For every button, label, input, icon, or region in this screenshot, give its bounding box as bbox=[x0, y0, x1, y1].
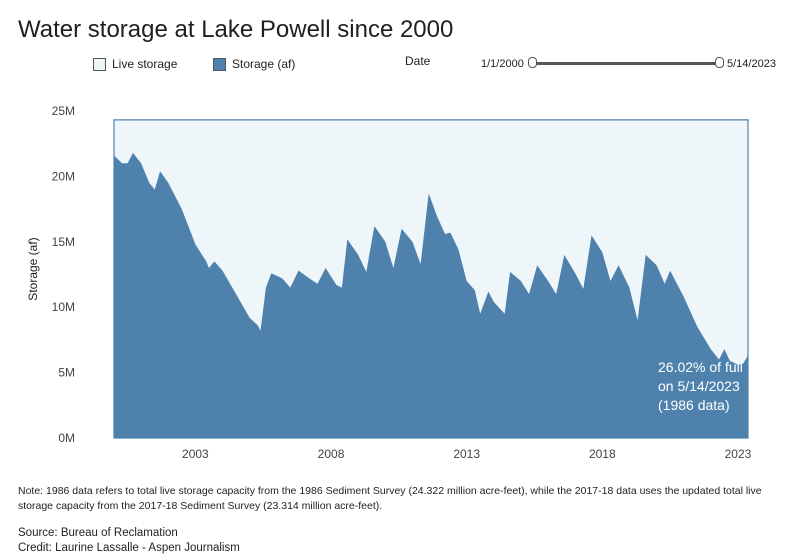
x-tick-label: 2003 bbox=[182, 447, 209, 461]
x-tick-label: 2018 bbox=[589, 447, 616, 461]
storage-area bbox=[114, 152, 748, 438]
storage-swatch bbox=[213, 57, 226, 71]
footnote: Note: 1986 data refers to total live sto… bbox=[18, 485, 762, 512]
date-slider-min-label: 1/1/2000 bbox=[481, 58, 524, 70]
y-tick-label: 25M bbox=[52, 104, 75, 118]
x-tick-label: 2013 bbox=[453, 447, 480, 461]
page-title: Water storage at Lake Powell since 2000 bbox=[18, 16, 454, 43]
credit-text: Credit: Laurine Lassalle - Aspen Journal… bbox=[18, 542, 240, 554]
x-tick-label: 2008 bbox=[318, 447, 345, 461]
source-text: Source: Bureau of Reclamation bbox=[18, 527, 178, 539]
chart-annotation-line: (1986 data) bbox=[658, 397, 730, 413]
chart-annotation-line: 26.02% of full bbox=[658, 359, 743, 375]
date-filter-label: Date bbox=[405, 54, 431, 68]
storage-chart: 0M 5M 10M 15M 20M 25M 2003 2008 2013 2018 2023 26.0… bbox=[52, 104, 752, 461]
x-tick-label: 2023 bbox=[725, 447, 752, 461]
y-tick-label: 20M bbox=[52, 169, 75, 183]
chart-annotation-line: on 5/14/2023 bbox=[658, 378, 740, 394]
date-slider-start-handle[interactable] bbox=[528, 57, 537, 68]
y-tick-label: 10M bbox=[52, 300, 75, 314]
y-tick-label: 5M bbox=[58, 366, 75, 380]
y-tick-label: 15M bbox=[52, 235, 75, 249]
legend-label-live-storage: Live storage bbox=[112, 57, 178, 71]
date-slider-max-label: 5/14/2023 bbox=[727, 58, 776, 70]
legend-item-storage[interactable]: Storage (af) bbox=[213, 57, 295, 71]
y-tick-label: 0M bbox=[58, 431, 75, 445]
live-storage-swatch bbox=[93, 57, 106, 71]
legend-item-live-storage[interactable]: Live storage bbox=[93, 57, 177, 71]
source-credit: Source: Bureau of Reclamation Credit: La… bbox=[18, 526, 240, 556]
date-slider-track[interactable] bbox=[531, 62, 721, 65]
legend-label-storage: Storage (af) bbox=[232, 57, 296, 71]
date-slider-end-handle[interactable] bbox=[715, 57, 724, 68]
